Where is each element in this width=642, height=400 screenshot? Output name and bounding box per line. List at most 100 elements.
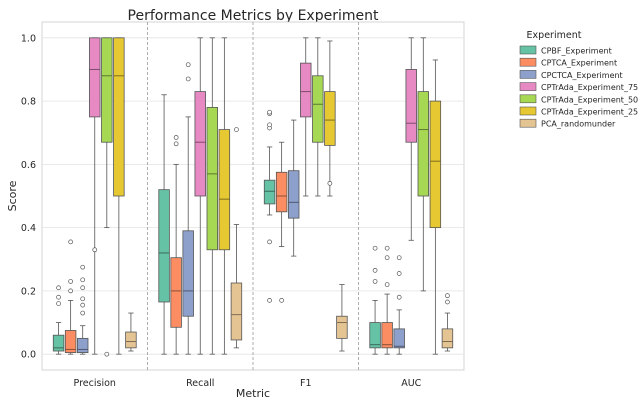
outlier-point [445,299,450,305]
box-CPTCA_Experiment-Precision [64,239,77,355]
box [89,37,101,118]
outlier-point [80,296,86,302]
box-CPTrAda_Experiment_25-F1 [324,40,336,197]
outlier-point [372,267,378,273]
box-PCA_randomunder-F1 [336,284,348,352]
box [52,334,65,352]
box [263,179,276,205]
legend-swatch [519,57,537,67]
outlier-point [173,141,179,147]
outlier-point [56,301,61,306]
box-CPTrAda_Experiment_50-Precision [101,37,113,357]
legend-swatch [519,118,537,128]
outlier-point [445,293,450,299]
chart-title: Performance Metrics by Experiment [128,8,379,24]
legend-label: CPTCA_Experiment [541,59,617,68]
outlier-point [372,245,378,251]
box-PCA_randomunder-AUC [441,293,454,352]
outlier-point [80,285,86,291]
box [287,170,300,219]
box-CPTCA_Experiment-AUC [381,245,393,355]
outlier-point [104,351,110,357]
box [64,330,77,354]
y-tick-label: 0.4 [21,223,36,234]
x-tick-label: Recall [186,378,214,389]
box [369,322,381,349]
y-tick-label: 1.0 [21,33,36,44]
outlier-point [56,285,61,291]
outlier-point [384,245,390,251]
box-CPTrAda_Experiment_50-Recall [206,37,219,355]
outlier-point [327,180,333,186]
box-CPCTCA_Experiment-AUC [393,255,405,355]
outlier-point [279,298,284,303]
box-CPTrAda_Experiment_75-AUC [405,37,417,241]
outlier-point [185,76,191,82]
box [182,230,194,317]
x-tick-label: F1 [300,378,312,389]
outlier-point [267,109,272,115]
category-separators [147,22,359,370]
box [441,328,454,349]
legend-label: CPCTCA_Experiment [541,71,623,80]
outlier-point [92,247,98,253]
box [275,171,288,213]
legend-title: Experiment [527,30,582,41]
axes: 0.0 0.2 0.4 0.6 0.8 1.0 Precision Recall F1 AUC [21,33,422,389]
box [206,107,219,251]
box-CPBF_Experiment-Recall [158,94,170,355]
box [393,328,405,349]
box [312,75,324,143]
box-PCA_randomunder-Recall [230,127,243,349]
outlier-point [68,279,73,284]
box [230,282,243,341]
box-CPBF_Experiment-AUC [369,245,381,355]
box-CPTrAda_Experiment_50-F1 [312,37,324,197]
legend-label: CPBF_Experiment [541,47,612,56]
y-axis-label: Score [6,180,19,211]
box-PCA_randomunder-Precision [125,312,137,352]
legend: Experiment CPBF_Experiment CPTCA_Experime… [519,30,638,129]
outlier-point [173,135,179,140]
legend-swatch [519,94,537,104]
x-axis-label: Metric [236,387,270,400]
box [170,257,182,328]
outlier-point [384,255,390,261]
outlier-point [396,271,402,276]
box [194,91,206,197]
y-tick-label: 0.6 [21,160,36,171]
outlier-point [68,239,73,245]
box-CPCTCA_Experiment-F1 [287,119,300,257]
box [381,322,393,349]
outlier-point [185,62,191,68]
outlier-point [234,127,239,132]
box-CPCTCA_Experiment-Precision [76,264,89,355]
box-CPTCA_Experiment-Recall [170,135,182,355]
box-CPTrAda_Experiment_75-Recall [194,37,206,355]
legend-swatch [519,106,537,116]
box [336,315,348,339]
box [125,331,137,349]
box [76,337,89,354]
box-CPBF_Experiment-F1 [263,109,276,303]
box [101,37,113,143]
x-tick-label: Precision [74,378,116,389]
y-tick-label: 0.2 [21,286,36,297]
box [405,69,417,143]
y-tick-label: 0.8 [21,97,36,108]
box [324,91,336,146]
y-tick-label: 0.0 [21,350,36,361]
legend-label: CPTrAda_Experiment_75 [541,83,638,92]
box [300,62,312,118]
legend-swatch [519,82,537,91]
box-CPBF_Experiment-Precision [52,285,65,355]
outlier-point [396,294,402,300]
box-CPCTCA_Experiment-Recall [182,62,194,355]
outlier-point [80,264,86,270]
outlier-point [80,277,86,283]
box-CPTrAda_Experiment_25-Recall [218,37,231,355]
box-CPTrAda_Experiment_75-F1 [300,37,312,197]
box [417,91,430,197]
box-CPTrAda_Experiment_25-Precision [113,37,125,355]
